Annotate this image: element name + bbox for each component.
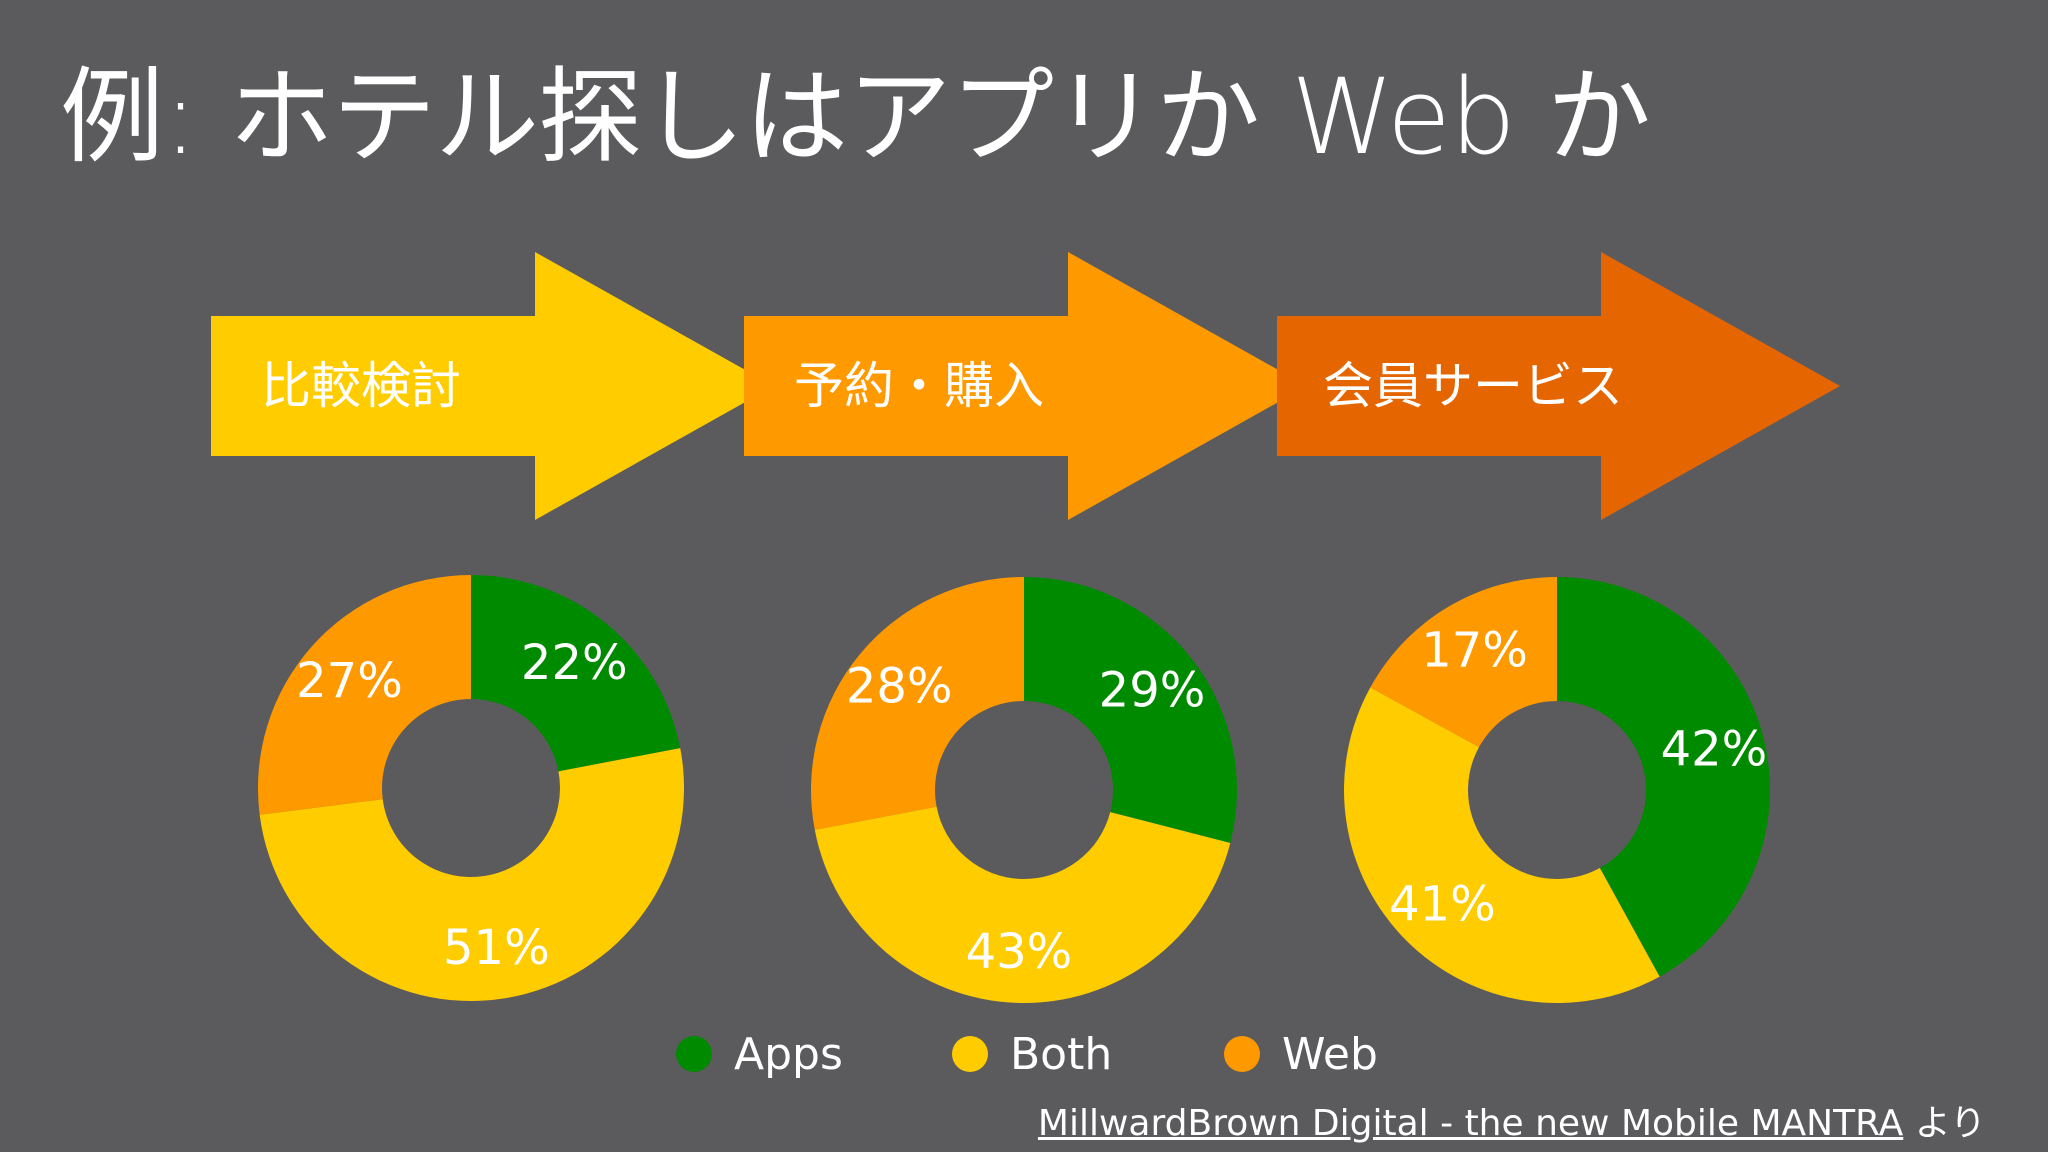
stage-label-membership: 会員サービス [1323,357,1623,415]
source-credit: MillwardBrown Digital - the new Mobile M… [1038,1098,1986,1150]
arrow-shape-booking [744,252,1307,520]
slice-label-both: 41% [1389,877,1496,933]
legend-item-both: Both [952,1024,1112,1084]
legend-label-web: Web [1282,1028,1378,1080]
legend-label-both: Both [1010,1028,1113,1080]
donut-slice-both [814,806,1231,1003]
slice-label-both: 43% [966,924,1073,980]
slice-label-web: 28% [846,659,953,715]
donut-chart-3: 42% 41% 17% [1344,577,1770,1003]
legend-item-apps: Apps [676,1024,843,1084]
legend-item-web: Web [1224,1024,1378,1084]
stage-arrow-compare: 比較検討 [211,252,774,520]
donut-slice-web [1370,577,1557,748]
donut-chart-1: 22% 51% 27% [257,575,684,1002]
stage-label-compare: 比較検討 [261,357,461,415]
donut-slice-both [259,748,684,1002]
donut-slice-apps [471,575,681,772]
slice-label-both: 51% [443,920,550,976]
donut-slice-both [1344,687,1660,1003]
donut-slice-apps [1557,577,1770,977]
arrow-shape-compare [211,252,774,520]
donut-slice-web [811,577,1024,830]
stage-label-booking: 予約・購入 [794,357,1044,415]
chart-legend: Apps Both Web [0,1024,2048,1084]
slice-label-apps: 29% [1099,663,1206,719]
slice-label-apps: 22% [521,635,628,691]
donut-slice-web [257,575,471,815]
arrow-polygon [744,252,1307,520]
arrow-shape-membership [1277,252,1840,520]
slice-label-web: 27% [296,653,403,709]
legend-label-apps: Apps [734,1028,843,1080]
slice-label-web: 17% [1421,623,1528,679]
source-link[interactable]: MillwardBrown Digital - the new Mobile M… [1037,1103,1904,1144]
slice-label-apps: 42% [1661,722,1768,778]
legend-swatch-apps [676,1036,712,1072]
stage-arrow-booking: 予約・購入 [744,252,1307,520]
legend-swatch-web [1224,1036,1260,1072]
stage-arrow-membership: 会員サービス [1277,252,1840,520]
arrow-polygon [211,252,774,520]
legend-swatch-both [952,1036,988,1072]
source-suffix: より [1903,1103,1986,1144]
donut-chart-2: 29% 43% 28% [811,577,1237,1003]
arrow-polygon [1277,252,1840,520]
donut-slice-apps [1024,577,1237,843]
slide-title: 例: ホテル探しはアプリか Web か [60,56,1651,178]
